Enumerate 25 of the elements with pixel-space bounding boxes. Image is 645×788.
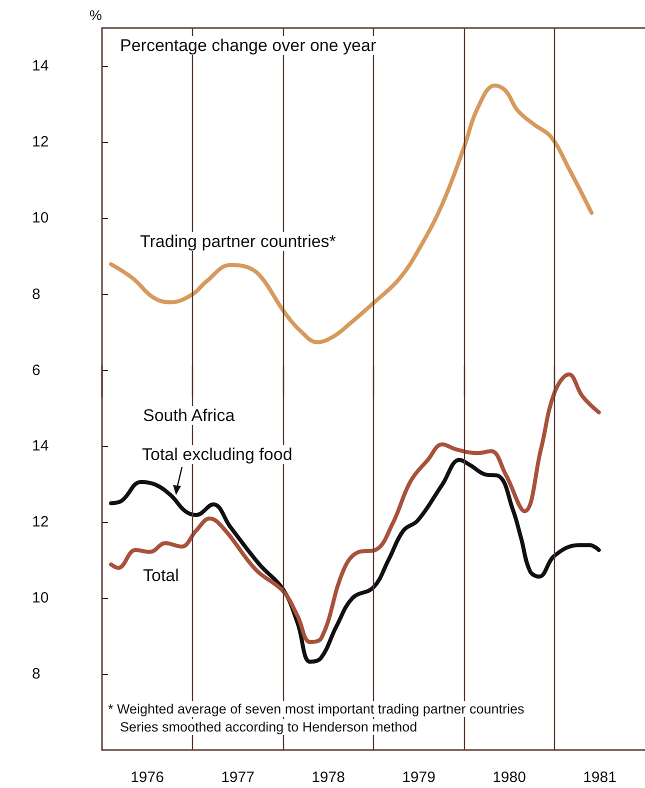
y-tick-label: 8 [32, 286, 40, 303]
line-series [109, 83, 594, 344]
y-tick-label: 8 [32, 665, 40, 682]
y-tick-label: 12 [32, 513, 49, 530]
annotation: * Weighted average of seven most important trading partner countries [108, 702, 524, 716]
x-tick-label: 1980 [492, 769, 526, 786]
y-tick-label: 10 [32, 589, 49, 606]
line-series [109, 372, 601, 644]
series-label: Total excluding food [142, 445, 292, 464]
text: Percentage change over one year [120, 36, 376, 55]
y-tick-label: 10 [32, 210, 49, 227]
x-tick-label: 1978 [312, 769, 345, 786]
series-label: Trading partner countries* [140, 232, 336, 251]
x-tick-label: 1977 [221, 769, 254, 786]
x-tick-label: 1981 [583, 769, 616, 786]
y-tick-label: 6 [32, 362, 40, 379]
x-tick-label: 1976 [130, 769, 164, 786]
y-tick-label: 14 [32, 437, 49, 454]
annotation: Series smoothed according to Henderson method [120, 720, 418, 734]
y-tick-label: 14 [32, 58, 49, 75]
series-label: Total [143, 566, 179, 585]
x-tick-label: 1979 [402, 769, 436, 786]
annotation: South Africa [143, 406, 236, 425]
y-axis-title: % [90, 7, 102, 23]
y-tick-label: 12 [32, 134, 49, 151]
